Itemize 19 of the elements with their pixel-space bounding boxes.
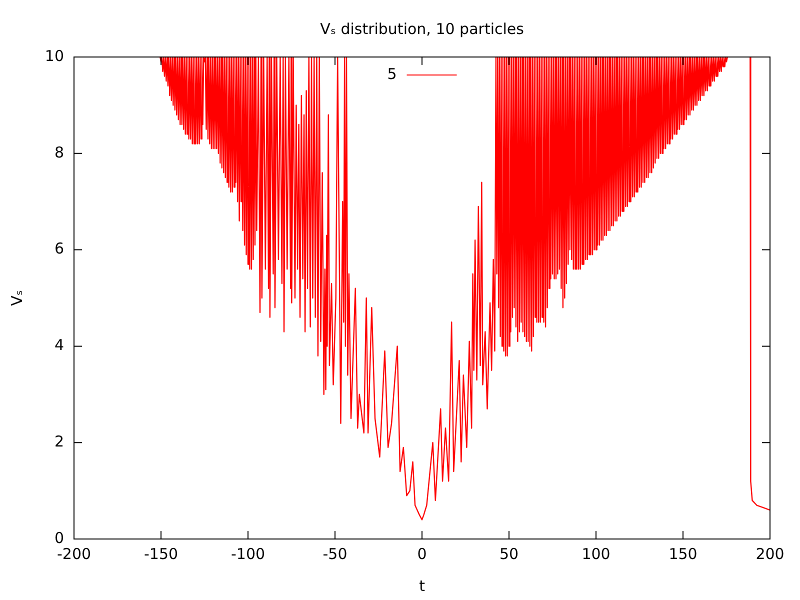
x-tick-label: 200: [756, 544, 784, 563]
y-tick-label: 2: [54, 432, 64, 450]
chart-title: Vₛ distribution, 10 particles: [320, 20, 524, 38]
x-tick-label: 50: [499, 544, 519, 563]
y-tick-label: 4: [54, 336, 64, 354]
y-tick-label: 10: [44, 46, 64, 65]
y-axis-title: Vₛ: [8, 290, 26, 306]
y-tick-label: 8: [54, 143, 64, 162]
x-axis-title: t: [419, 576, 426, 595]
x-tick-label: 150: [668, 544, 698, 563]
x-tick-label: -100: [230, 544, 266, 563]
x-tick-label: -200: [56, 544, 92, 563]
x-tick-label: -150: [144, 544, 178, 563]
x-tick-label: -50: [322, 544, 348, 563]
x-tick-label: 100: [582, 544, 610, 563]
legend-label: 5: [387, 64, 397, 83]
y-tick-label: 0: [54, 528, 64, 547]
y-tick-label: 6: [54, 240, 64, 258]
x-tick-label: 0: [417, 544, 427, 563]
